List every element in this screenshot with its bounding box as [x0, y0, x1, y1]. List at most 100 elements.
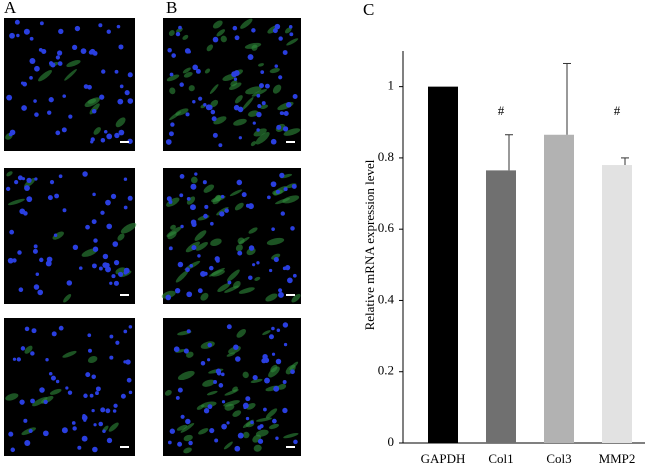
nucleus — [23, 28, 30, 35]
cytoplasm — [195, 241, 208, 251]
nucleus — [256, 93, 261, 98]
nucleus — [226, 421, 230, 425]
nucleus — [6, 186, 11, 192]
nucleus — [276, 124, 282, 130]
nucleus — [264, 83, 270, 89]
nucleus — [256, 111, 262, 118]
nucleus — [80, 48, 87, 55]
nucleus — [275, 358, 282, 365]
cytoplasm — [220, 35, 227, 43]
nucleus — [213, 380, 218, 384]
nucleus — [204, 204, 209, 210]
nucleus — [268, 268, 273, 273]
nucleus — [233, 77, 238, 81]
nucleus — [167, 47, 172, 53]
nucleus — [92, 192, 96, 197]
nucleus — [212, 36, 219, 43]
nucleus — [195, 68, 201, 74]
nucleus — [214, 438, 219, 443]
nucleus — [39, 257, 44, 263]
significance-marker: # — [498, 103, 505, 118]
cytoplasm — [266, 237, 285, 246]
nucleus — [128, 390, 133, 395]
cytoplasm — [202, 379, 216, 387]
panel-label: A — [4, 0, 17, 17]
nucleus — [186, 197, 191, 201]
nucleus — [179, 193, 184, 198]
nucleus — [203, 213, 208, 219]
cytoplasm — [245, 86, 262, 95]
nucleus — [174, 287, 181, 294]
cytoplasm — [224, 285, 239, 293]
nucleus — [281, 111, 285, 115]
nucleus — [198, 96, 203, 101]
nucleus — [218, 143, 223, 148]
nucleus — [48, 371, 53, 376]
nucleus — [113, 280, 119, 286]
nucleus — [55, 379, 60, 384]
nucleus — [245, 203, 250, 208]
nucleus — [112, 409, 117, 413]
nucleus — [282, 266, 287, 271]
nucleus — [123, 177, 128, 181]
cytoplasm — [52, 231, 64, 240]
nucleus — [280, 211, 285, 216]
cytoplasm — [238, 287, 255, 294]
nucleus — [109, 355, 114, 360]
nucleus — [30, 398, 35, 404]
nucleus — [17, 175, 23, 181]
cytoplasm — [277, 383, 287, 390]
nucleus — [207, 358, 211, 362]
cytoplasm — [243, 431, 250, 439]
nucleus — [278, 292, 284, 298]
nucleus — [268, 334, 274, 340]
nucleus — [207, 404, 213, 410]
nucleus — [29, 76, 33, 80]
nucleus — [62, 208, 67, 213]
nucleus — [102, 429, 106, 433]
nucleus — [83, 393, 88, 398]
nucleus — [234, 35, 240, 41]
cytoplasm — [236, 328, 246, 338]
nucleus — [106, 437, 113, 444]
cytoplasm — [241, 97, 254, 111]
cytoplasm — [204, 68, 211, 74]
nucleus — [194, 172, 198, 176]
cytoplasm — [224, 403, 235, 411]
cytoplasm — [206, 44, 214, 52]
nucleus — [105, 408, 111, 414]
nucleus — [77, 445, 82, 450]
nucleus — [56, 50, 63, 56]
nucleus — [278, 75, 283, 80]
nucleus — [279, 172, 285, 179]
cytoplasm — [283, 433, 299, 439]
nucleus — [245, 416, 250, 421]
cytoplasm — [242, 371, 249, 379]
nucleus — [168, 131, 174, 137]
nucleus — [100, 407, 106, 413]
cytoplasm — [282, 195, 300, 204]
nucleus — [289, 32, 294, 37]
nucleus — [177, 261, 184, 268]
nucleus — [117, 98, 124, 105]
bar — [486, 170, 516, 443]
nucleus — [220, 372, 225, 377]
nucleus — [276, 328, 281, 333]
cytoplasm — [170, 224, 176, 230]
nucleus — [241, 192, 247, 198]
nucleus — [54, 193, 60, 199]
nucleus — [175, 31, 181, 37]
nucleus — [58, 28, 64, 35]
nucleus — [251, 28, 256, 33]
micrograph — [4, 318, 135, 456]
cytoplasm — [284, 27, 292, 34]
nucleus — [9, 229, 15, 235]
cytoplasm — [285, 364, 296, 375]
nucleus — [216, 371, 222, 376]
nucleus — [211, 116, 217, 122]
cytoplasm — [226, 269, 240, 282]
nucleus — [51, 331, 57, 337]
nucleus — [227, 280, 232, 285]
cytoplasm — [217, 283, 231, 292]
nucleus — [190, 183, 197, 190]
